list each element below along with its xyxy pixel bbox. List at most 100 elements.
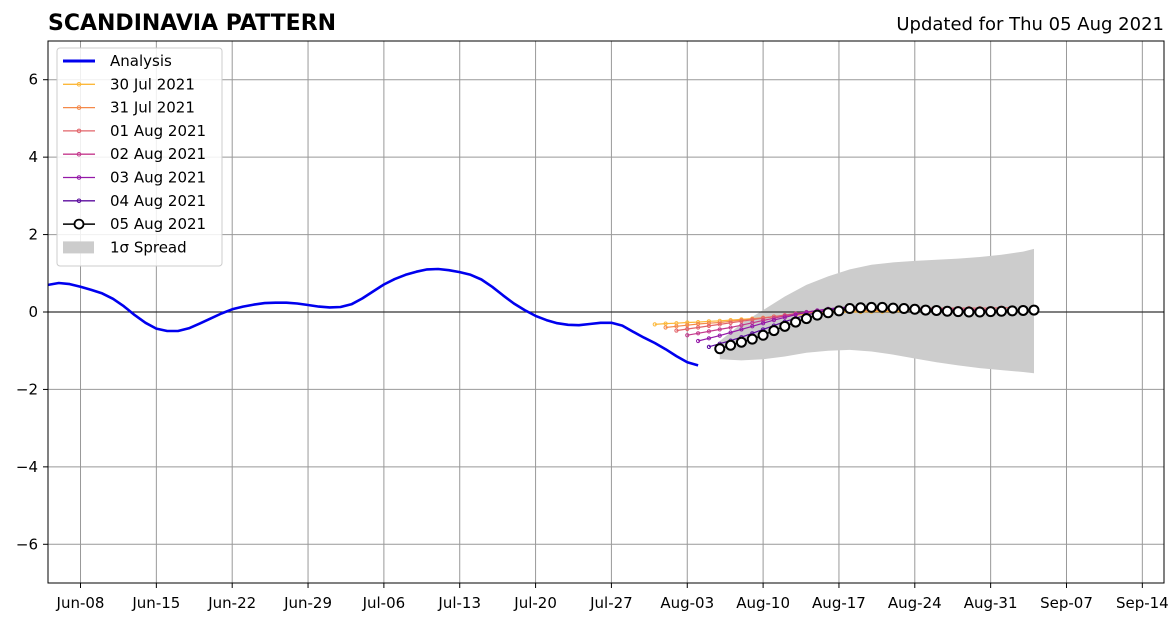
series-layer [48,267,1040,367]
current-forecast-point [941,305,953,317]
x-tick-label: Aug-17 [812,594,866,612]
legend: Analysis 30 Jul 2021 31 Jul 2021 01 Aug 202… [56,47,223,267]
current-forecast-point [725,339,737,351]
current-forecast-point [995,305,1007,317]
current-forecast-point [1028,304,1040,316]
forecast-point [728,320,733,325]
forecast-point [685,326,690,332]
forecast-point [695,325,701,330]
forecast-point [717,333,722,338]
forecast-point [674,328,679,333]
x-tick-label: Sep-07 [1040,594,1093,612]
x-tick-label: Jul-27 [589,594,633,612]
legend-label: Analysis [110,52,172,70]
forecast-point [739,323,744,328]
forecast-point [695,331,701,336]
legend-label: 01 Aug 2021 [110,122,206,140]
legend-marker-forecast [76,198,82,204]
legend-marker-forecast [76,175,82,180]
current-forecast-point [876,301,888,313]
current-forecast-point [811,309,823,321]
forecast-point [706,336,712,341]
y-tick-label: 2 [28,226,38,244]
current-forecast-point [844,303,856,315]
legend-item: 1σ Spread [63,238,187,256]
legend-label: 1σ Spread [110,238,187,256]
current-forecast-point [757,329,769,341]
legend-marker-forecast [76,105,82,110]
forecast-point [739,327,744,332]
x-tick-label: Jun-29 [283,594,332,612]
x-tick-label: Sep-14 [1116,594,1169,612]
legend-marker-current [73,218,85,230]
chart-subtitle: Updated for Thu 05 Aug 2021 [896,14,1164,35]
forecast-point [771,318,777,323]
x-tick-label: Jul-06 [362,594,406,612]
forecast-point [685,333,690,338]
x-tick-label: Jul-13 [437,594,481,612]
legend-box [56,47,223,267]
forecast-point [652,322,657,327]
x-tick-label: Jun-15 [131,594,180,612]
forecast-point [782,315,787,320]
legend-label: 04 Aug 2021 [110,192,206,210]
forecast-point [663,321,668,326]
legend-marker-forecast [76,151,82,157]
current-forecast-point [865,301,877,313]
current-forecast-point [735,336,747,348]
current-forecast-point [974,306,986,318]
forecast-point [685,323,690,328]
y-tick-label: 6 [28,71,38,89]
current-forecast-point [800,313,812,325]
forecast-point [717,322,722,327]
legend-item: 04 Aug 2021 [63,192,206,210]
legend-item: 03 Aug 2021 [63,169,206,187]
current-forecast-point [822,307,834,319]
y-tick-label: 0 [28,303,38,321]
current-forecast-point [1017,304,1029,316]
current-forecast-point [952,306,964,318]
current-forecast-point [855,302,867,314]
forecast-point [750,324,755,329]
legend-item: 01 Aug 2021 [63,122,206,140]
legend-label: 02 Aug 2021 [110,145,206,163]
current-forecast-point [887,302,899,314]
current-forecast-point [898,303,910,315]
forecast-point [706,344,712,349]
current-forecast-point [920,304,932,316]
legend-marker-forecast [76,82,82,87]
y-tick-label: −2 [16,380,38,398]
x-tick-label: Jun-08 [56,594,105,612]
current-forecast-point [833,305,845,317]
x-tick-label: Aug-31 [964,594,1018,612]
legend-label: 31 Jul 2021 [110,99,195,117]
x-tick-label: Jun-22 [207,594,256,612]
legend-item: 31 Jul 2021 [63,99,195,117]
axis-ticks: Jun-08 Jun-15 Jun-22 Jun-29 Jul-06 Jul-13 Jul-… [16,71,1169,612]
legend-label: 03 Aug 2021 [110,169,206,187]
current-forecast-point [779,320,791,332]
current-forecast-point [768,325,780,337]
forecast-point [761,316,766,321]
analysis-line [48,267,699,367]
legend-label: 05 Aug 2021 [110,215,206,233]
current-forecast-point [746,333,758,345]
legend-item: Analysis [63,52,172,70]
legend-item: 30 Jul 2021 [63,75,195,93]
x-tick-label: Aug-24 [888,594,942,612]
legend-label: 30 Jul 2021 [110,75,195,93]
y-tick-label: −4 [16,458,38,476]
forecast-point [717,327,722,332]
forecast-point [739,319,744,324]
legend-swatch-spread [63,241,94,254]
current-forecast-point [790,316,802,328]
x-tick-label: Aug-10 [736,594,790,612]
forecast-point [728,330,733,335]
forecast-point [706,323,712,329]
x-tick-label: Aug-03 [660,594,714,612]
chart-title: SCANDINAVIA PATTERN [48,11,336,36]
legend-marker-forecast [76,128,82,134]
current-forecast-point [985,306,997,318]
current-forecast-point [714,343,726,355]
current-forecast-point [963,306,975,318]
